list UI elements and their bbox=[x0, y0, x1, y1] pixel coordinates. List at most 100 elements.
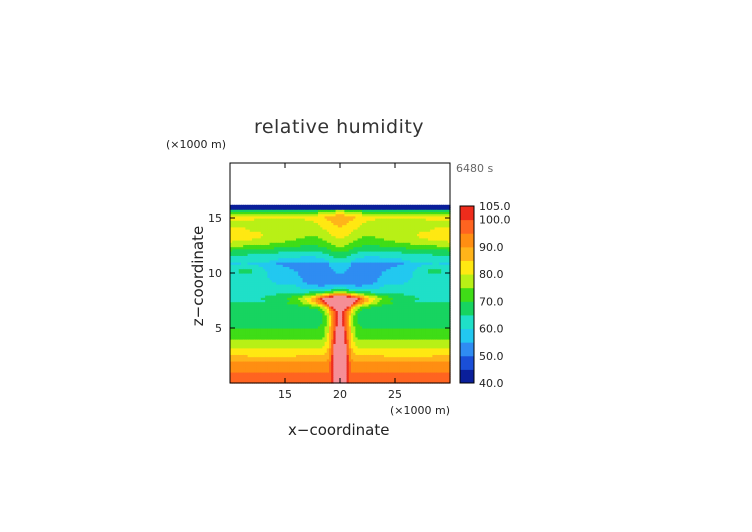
heatmap-cell bbox=[364, 301, 367, 305]
heatmap-cell bbox=[353, 207, 356, 210]
heatmap-cell bbox=[329, 281, 332, 285]
heatmap-cell bbox=[289, 268, 293, 272]
heatmap-cell bbox=[232, 231, 235, 234]
heatmap-cell bbox=[335, 215, 339, 219]
heatmap-cell bbox=[335, 226, 339, 230]
heatmap-cell bbox=[252, 295, 255, 298]
heatmap-cell bbox=[348, 244, 352, 248]
heatmap-cell bbox=[285, 204, 288, 208]
heatmap-cell bbox=[278, 257, 282, 261]
heatmap-cell bbox=[346, 204, 350, 208]
heatmap-cell bbox=[362, 367, 365, 371]
heatmap-cell bbox=[247, 257, 251, 261]
heatmap-cell bbox=[315, 345, 319, 349]
heatmap-cell bbox=[320, 365, 323, 369]
heatmap-cell bbox=[285, 367, 288, 371]
heatmap-cell bbox=[342, 321, 345, 325]
heatmap-cell bbox=[359, 332, 363, 336]
heatmap-cell bbox=[232, 319, 235, 322]
heatmap-cell bbox=[236, 372, 240, 375]
heatmap-cell bbox=[359, 369, 363, 373]
heatmap-cell bbox=[331, 345, 334, 349]
heatmap-cell bbox=[287, 299, 290, 303]
heatmap-cell bbox=[258, 361, 262, 364]
heatmap-cell bbox=[320, 253, 323, 256]
heatmap-cell bbox=[241, 321, 244, 325]
heatmap-cell bbox=[309, 273, 312, 276]
heatmap-cell bbox=[324, 268, 328, 272]
heatmap-cell bbox=[289, 361, 293, 364]
heatmap-cell bbox=[285, 345, 288, 349]
heatmap-cell bbox=[230, 367, 233, 371]
heatmap-cell bbox=[252, 317, 255, 320]
heatmap-cell bbox=[238, 363, 242, 366]
heatmap-cell bbox=[300, 207, 304, 210]
heatmap-cell bbox=[353, 286, 356, 289]
heatmap-cell bbox=[269, 209, 273, 212]
heatmap-cell bbox=[342, 345, 345, 349]
heatmap-cell bbox=[340, 279, 343, 283]
heatmap-cell bbox=[241, 215, 244, 219]
heatmap-cell bbox=[302, 339, 306, 342]
heatmap-cell bbox=[236, 237, 240, 241]
heatmap-cell bbox=[333, 303, 337, 307]
heatmap-cell bbox=[280, 295, 284, 298]
heatmap-cell bbox=[254, 310, 257, 314]
heatmap-cell bbox=[326, 215, 330, 219]
heatmap-cell bbox=[269, 314, 273, 318]
heatmap-cell bbox=[326, 325, 330, 329]
heatmap-cell bbox=[236, 334, 240, 338]
heatmap-cell bbox=[362, 204, 365, 208]
heatmap-cell bbox=[362, 369, 365, 373]
heatmap-cell bbox=[276, 306, 279, 309]
heatmap-cell bbox=[236, 209, 240, 212]
heatmap-cell bbox=[293, 231, 297, 234]
heatmap-cell bbox=[324, 264, 328, 267]
heatmap-cell bbox=[291, 268, 295, 272]
heatmap-cell bbox=[267, 325, 271, 329]
heatmap-cell bbox=[313, 336, 317, 340]
heatmap-cell bbox=[342, 301, 345, 305]
heatmap-cell bbox=[256, 378, 260, 382]
heatmap-cell bbox=[247, 356, 251, 360]
heatmap-cell bbox=[247, 288, 251, 292]
heatmap-cell bbox=[271, 279, 275, 283]
heatmap-cell bbox=[267, 350, 271, 353]
heatmap-cell bbox=[313, 229, 317, 232]
heatmap-cell bbox=[256, 237, 260, 241]
heatmap-cell bbox=[232, 350, 235, 353]
heatmap-cell bbox=[265, 347, 268, 351]
heatmap-cell bbox=[342, 253, 345, 256]
heatmap-cell bbox=[258, 207, 262, 210]
heatmap-cell bbox=[234, 235, 238, 239]
heatmap-cell bbox=[340, 207, 343, 210]
heatmap-cell bbox=[335, 288, 339, 292]
heatmap-cell bbox=[300, 303, 304, 307]
heatmap-cell bbox=[249, 319, 253, 322]
heatmap-cell bbox=[238, 336, 242, 340]
heatmap-cell bbox=[265, 246, 268, 250]
heatmap-cell bbox=[322, 270, 326, 274]
heatmap-cell bbox=[289, 255, 293, 259]
heatmap-cell bbox=[243, 213, 246, 217]
heatmap-cell bbox=[351, 275, 354, 278]
heatmap-cell bbox=[315, 222, 319, 226]
heatmap-cell bbox=[315, 303, 319, 307]
heatmap-cell bbox=[344, 226, 348, 230]
heatmap-cell bbox=[296, 369, 299, 373]
heatmap-cell bbox=[271, 365, 275, 369]
heatmap-cell bbox=[267, 303, 271, 307]
heatmap-cell bbox=[252, 222, 255, 226]
heatmap-cell bbox=[337, 266, 341, 270]
heatmap-cell bbox=[263, 211, 266, 215]
heatmap-cell bbox=[313, 354, 317, 358]
heatmap-cell bbox=[326, 279, 330, 283]
heatmap-cell bbox=[340, 369, 343, 373]
heatmap-cell bbox=[300, 365, 304, 369]
heatmap-cell bbox=[278, 369, 282, 373]
heatmap-cell bbox=[287, 328, 290, 331]
heatmap-cell bbox=[230, 279, 233, 283]
heatmap-cell bbox=[353, 215, 356, 219]
heatmap-cell bbox=[326, 224, 330, 228]
heatmap-cell bbox=[236, 284, 240, 287]
